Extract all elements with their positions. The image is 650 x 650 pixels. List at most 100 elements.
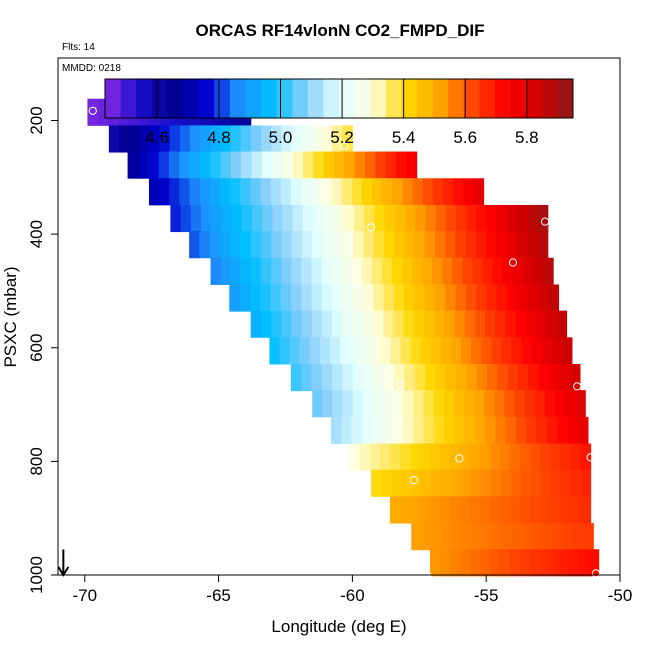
heatmap-cell <box>312 390 323 418</box>
heatmap-cell <box>381 469 392 497</box>
heatmap-cell <box>301 257 312 285</box>
heatmap-cell <box>250 257 262 285</box>
heatmap-cell <box>190 125 201 153</box>
heatmap-cell <box>577 416 589 444</box>
heatmap-cell <box>262 204 273 233</box>
heatmap-cell <box>479 549 491 577</box>
heatmap-cell <box>472 257 484 285</box>
heatmap-cell <box>583 523 594 551</box>
colorbar-swatch <box>261 79 278 118</box>
colorbar-swatch <box>229 79 246 118</box>
heatmap-cell <box>282 204 294 233</box>
heatmap-cell <box>490 496 501 524</box>
heatmap-cell <box>87 98 99 126</box>
heatmap-cell <box>352 364 364 392</box>
heatmap-cell <box>453 390 465 418</box>
heatmap-cell <box>440 469 452 497</box>
heatmap-cell <box>301 178 312 206</box>
heatmap-cell <box>429 443 441 471</box>
heatmap-cell <box>570 443 582 471</box>
heatmap-cell <box>180 204 192 233</box>
heatmap-cell <box>534 390 546 418</box>
y-tick-label: 400 <box>27 220 46 248</box>
heatmap-cell <box>221 204 233 233</box>
heatmap-cell <box>290 284 302 312</box>
heatmap-cell <box>272 151 284 179</box>
heatmap-cell <box>137 151 149 179</box>
direction-arrow <box>57 549 70 577</box>
heatmap-cell <box>321 364 333 392</box>
heatmap-cell <box>466 204 477 233</box>
heatmap-cell <box>442 257 453 285</box>
heatmap-cell <box>420 337 432 365</box>
heatmap-cell <box>394 204 406 233</box>
heatmap-cell <box>510 496 521 524</box>
colorbar-swatch <box>105 79 122 118</box>
colorbar-swatch <box>151 79 168 118</box>
heatmap-cell <box>240 257 252 285</box>
heatmap-cell <box>399 443 411 471</box>
heatmap-cell <box>455 284 467 312</box>
heatmap-cell <box>580 469 592 497</box>
heatmap-cell <box>462 257 474 285</box>
heatmap-cell <box>322 231 334 259</box>
heatmap-cell <box>433 390 445 418</box>
heatmap-cell <box>546 310 557 338</box>
heatmap-cell <box>450 443 461 471</box>
heatmap-layer <box>87 98 600 577</box>
colorbar-swatch <box>448 79 465 118</box>
heatmap-cell <box>480 469 492 497</box>
heatmap-cell <box>351 416 363 444</box>
x-tick-label: -50 <box>608 586 633 605</box>
heatmap-cell <box>454 416 466 444</box>
heatmap-cell <box>290 364 302 392</box>
heatmap-cell <box>158 151 170 179</box>
heatmap-cell <box>445 284 457 312</box>
heatmap-cell <box>570 469 582 497</box>
heatmap-cell <box>540 443 552 471</box>
heatmap-cell <box>353 231 364 259</box>
heatmap-cell <box>251 151 263 179</box>
heatmap-cell <box>260 284 272 312</box>
heatmap-cell <box>401 469 412 497</box>
heatmap-cell <box>342 310 354 338</box>
heatmap-cell <box>482 257 494 285</box>
heatmap-cell <box>241 151 253 179</box>
heatmap-cell <box>309 337 321 365</box>
heatmap-cell <box>434 310 445 338</box>
observation-point <box>540 217 550 226</box>
heatmap-cell <box>403 310 415 338</box>
heatmap-cell <box>410 337 422 365</box>
heatmap-cell <box>393 390 404 418</box>
heatmap-cell <box>170 204 182 233</box>
colorbar-swatch <box>526 79 543 118</box>
heatmap-cell <box>496 284 508 312</box>
heatmap-cell <box>380 337 391 365</box>
heatmap-cell <box>399 496 411 524</box>
heatmap-cell <box>260 178 272 206</box>
heatmap-cell <box>485 416 496 444</box>
heatmap-cell <box>270 284 282 312</box>
heatmap-cell <box>550 469 562 497</box>
heatmap-cell <box>220 151 232 179</box>
heatmap-cell <box>507 364 519 392</box>
heatmap-cell <box>389 443 401 471</box>
heatmap-cell <box>549 549 560 577</box>
heatmap-cell <box>506 204 518 233</box>
heatmap-cell <box>424 284 436 312</box>
heatmap-cell <box>331 178 343 206</box>
heatmap-cell <box>404 284 416 312</box>
y-tick-label: 600 <box>27 334 46 362</box>
heatmap-cell <box>515 310 527 338</box>
y-axis-label: PSXC (mbar) <box>1 266 20 367</box>
colorbar-swatch <box>183 79 200 118</box>
heatmap-cell <box>414 364 426 392</box>
observation-point <box>591 569 601 578</box>
heatmap-cell <box>354 151 366 179</box>
heatmap-cell <box>546 416 558 444</box>
heatmap-cell <box>393 310 405 338</box>
heatmap-cell <box>241 204 253 233</box>
heatmap-cell <box>453 178 464 206</box>
heatmap-cell <box>332 390 344 418</box>
